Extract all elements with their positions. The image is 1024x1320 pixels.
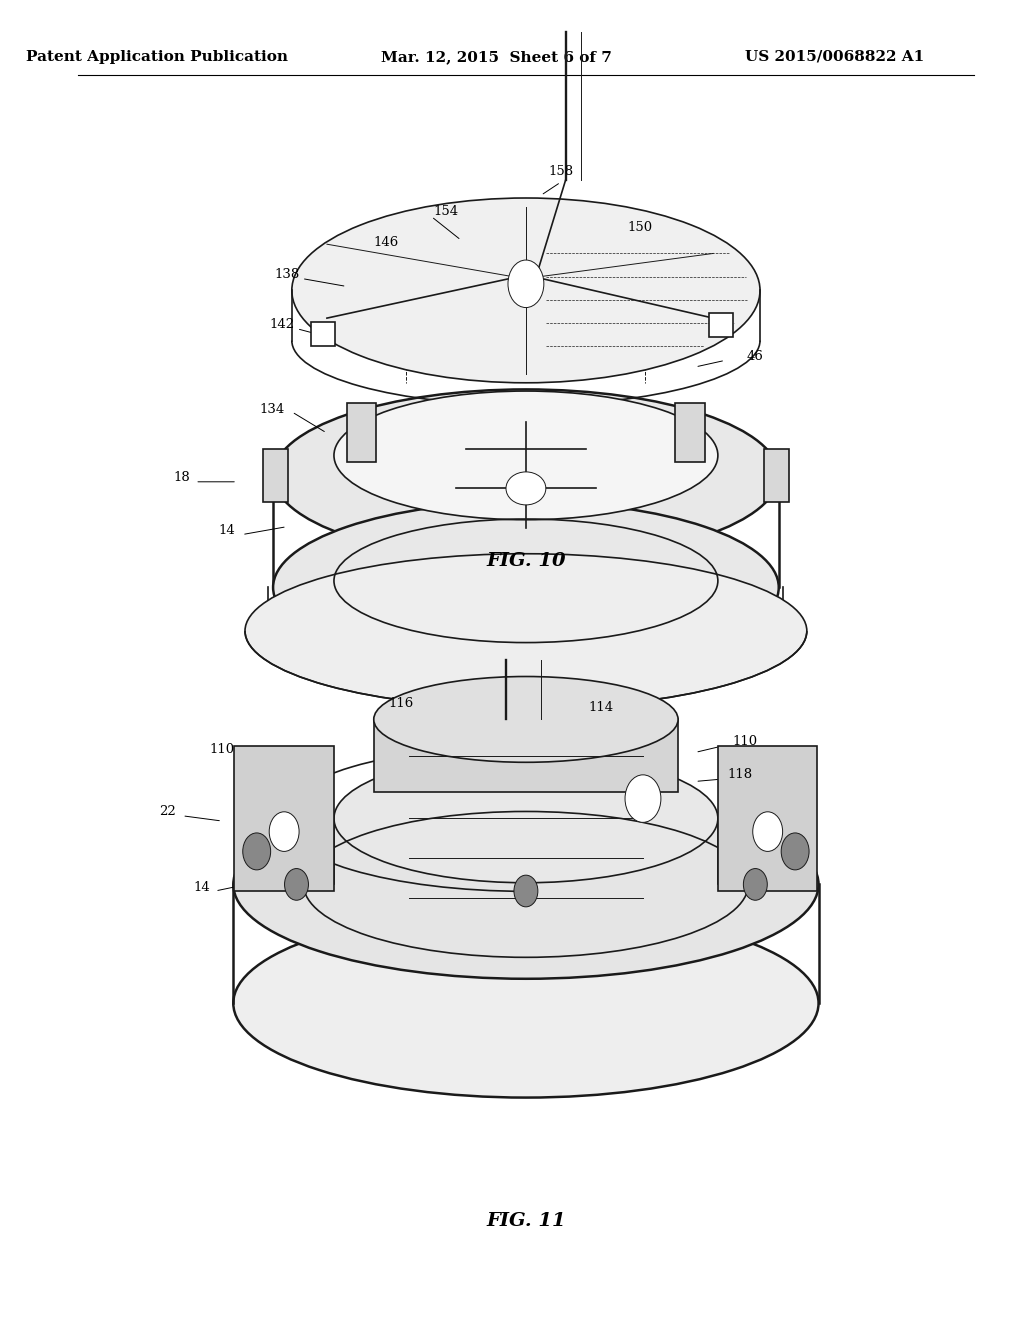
Ellipse shape xyxy=(334,391,718,520)
Ellipse shape xyxy=(292,198,760,383)
Ellipse shape xyxy=(374,676,678,762)
FancyBboxPatch shape xyxy=(718,746,817,891)
Ellipse shape xyxy=(506,471,546,504)
Circle shape xyxy=(753,812,782,851)
Text: 158: 158 xyxy=(548,165,573,178)
Ellipse shape xyxy=(273,502,778,673)
Text: 134: 134 xyxy=(259,403,285,416)
Text: 14: 14 xyxy=(194,880,211,894)
Text: 114: 114 xyxy=(588,701,613,714)
Circle shape xyxy=(514,875,538,907)
FancyBboxPatch shape xyxy=(374,719,678,792)
Ellipse shape xyxy=(233,789,818,979)
Text: 14: 14 xyxy=(219,524,236,537)
Text: US 2015/0068822 A1: US 2015/0068822 A1 xyxy=(745,50,925,63)
Text: 46: 46 xyxy=(746,350,764,363)
Ellipse shape xyxy=(245,553,807,708)
Text: 154: 154 xyxy=(433,205,459,218)
Text: 146: 146 xyxy=(374,236,399,249)
Text: 138: 138 xyxy=(274,268,299,281)
Circle shape xyxy=(285,869,308,900)
Circle shape xyxy=(269,812,299,851)
Circle shape xyxy=(508,260,544,308)
Text: 118: 118 xyxy=(727,768,753,781)
Ellipse shape xyxy=(273,389,778,561)
FancyBboxPatch shape xyxy=(234,746,334,891)
FancyBboxPatch shape xyxy=(676,403,706,462)
Text: 142: 142 xyxy=(269,318,295,331)
Text: 116: 116 xyxy=(389,697,414,710)
Text: FIG. 10: FIG. 10 xyxy=(486,552,565,570)
Circle shape xyxy=(625,775,660,822)
Text: 150: 150 xyxy=(628,220,653,234)
Text: 110: 110 xyxy=(732,735,758,748)
Text: 18: 18 xyxy=(174,471,190,484)
Text: Patent Application Publication: Patent Application Publication xyxy=(27,50,289,63)
Ellipse shape xyxy=(334,754,718,883)
Text: 110: 110 xyxy=(210,743,234,756)
FancyBboxPatch shape xyxy=(346,403,377,462)
Ellipse shape xyxy=(233,908,818,1098)
Circle shape xyxy=(781,833,809,870)
Circle shape xyxy=(743,869,767,900)
FancyBboxPatch shape xyxy=(764,449,788,502)
Text: 22: 22 xyxy=(159,805,176,818)
FancyBboxPatch shape xyxy=(709,313,733,337)
Circle shape xyxy=(243,833,270,870)
FancyBboxPatch shape xyxy=(310,322,336,346)
Text: FIG. 11: FIG. 11 xyxy=(486,1212,565,1230)
FancyBboxPatch shape xyxy=(263,449,288,502)
Text: Mar. 12, 2015  Sheet 6 of 7: Mar. 12, 2015 Sheet 6 of 7 xyxy=(381,50,611,63)
